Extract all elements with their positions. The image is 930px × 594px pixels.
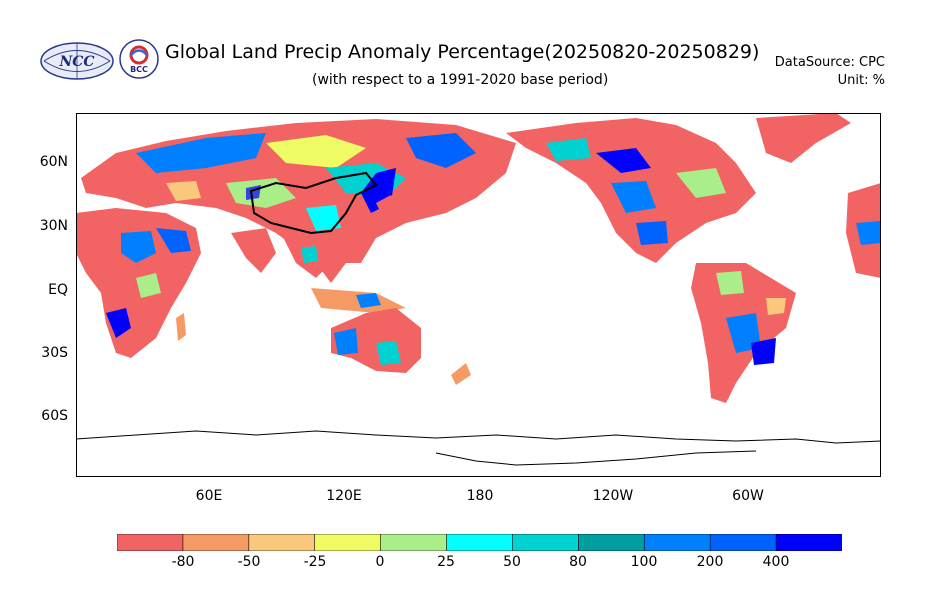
bcc-logo: BCC <box>119 39 159 79</box>
colorbar-swatch <box>775 534 842 551</box>
colorbar-label: 400 <box>762 554 790 570</box>
colorbar-swatch <box>117 534 184 551</box>
colorbar-swatch <box>643 534 711 551</box>
antarctica-coastline-2 <box>435 450 757 466</box>
colorbar-swatch <box>380 534 448 551</box>
lon-label-120w: 120W <box>592 488 634 504</box>
lon-label-120e: 120E <box>326 488 362 504</box>
lon-label-60w: 60W <box>732 488 764 504</box>
colorbar-swatch <box>248 534 316 551</box>
lon-label-180: 180 <box>466 488 494 504</box>
colorbar-swatch <box>446 534 514 551</box>
colorbar-label: -80 <box>171 554 195 570</box>
map-title: Global Land Precip Anomaly Percentage(20… <box>165 41 760 63</box>
lon-label-60e: 60E <box>195 488 223 504</box>
colorbar-label: -50 <box>237 554 261 570</box>
map-subtitle: (with respect to a 1991-2020 base period… <box>312 72 609 88</box>
unit-label: Unit: % <box>837 73 885 88</box>
colorbar-label: 80 <box>569 554 587 570</box>
lat-label-60n: 60N <box>39 154 68 170</box>
precip-anomaly-map <box>76 113 881 477</box>
south-asia-landmass <box>231 228 406 313</box>
colorbar-label: 25 <box>437 554 455 570</box>
colorbar-swatch <box>709 534 777 551</box>
colorbar-swatch <box>578 534 645 551</box>
greenland-landmass <box>756 113 851 163</box>
lat-label-30s: 30S <box>41 345 68 361</box>
colorbar-label: 100 <box>630 554 658 570</box>
eurasia-landmass <box>81 119 516 283</box>
australia-landmass <box>331 308 471 385</box>
north-america-landmass <box>506 118 756 263</box>
colorbar-label: 200 <box>696 554 724 570</box>
right-edge-landmass <box>846 183 881 278</box>
lat-label-60s: 60S <box>41 408 68 424</box>
colorbar-swatch <box>182 534 250 551</box>
colorbar-label: 50 <box>503 554 521 570</box>
bcc-logo-text: BCC <box>130 65 148 74</box>
south-america-landmass <box>691 263 796 403</box>
antarctica-coastline <box>76 430 881 444</box>
japan-landmass <box>376 195 398 213</box>
lat-label-30n: 30N <box>39 218 68 234</box>
colorbar <box>117 534 842 551</box>
data-source-label: DataSource: CPC <box>774 55 885 70</box>
colorbar-label: 0 <box>375 554 385 570</box>
china-border <box>249 171 378 235</box>
ncc-logo-text: NCC <box>58 54 94 70</box>
africa-landmass <box>76 208 201 358</box>
colorbar-swatch <box>314 534 382 551</box>
colorbar-label: -25 <box>303 554 327 570</box>
lat-label-eq: EQ <box>48 282 68 298</box>
ncc-logo: NCC <box>40 42 114 80</box>
colorbar-swatch <box>512 534 579 551</box>
